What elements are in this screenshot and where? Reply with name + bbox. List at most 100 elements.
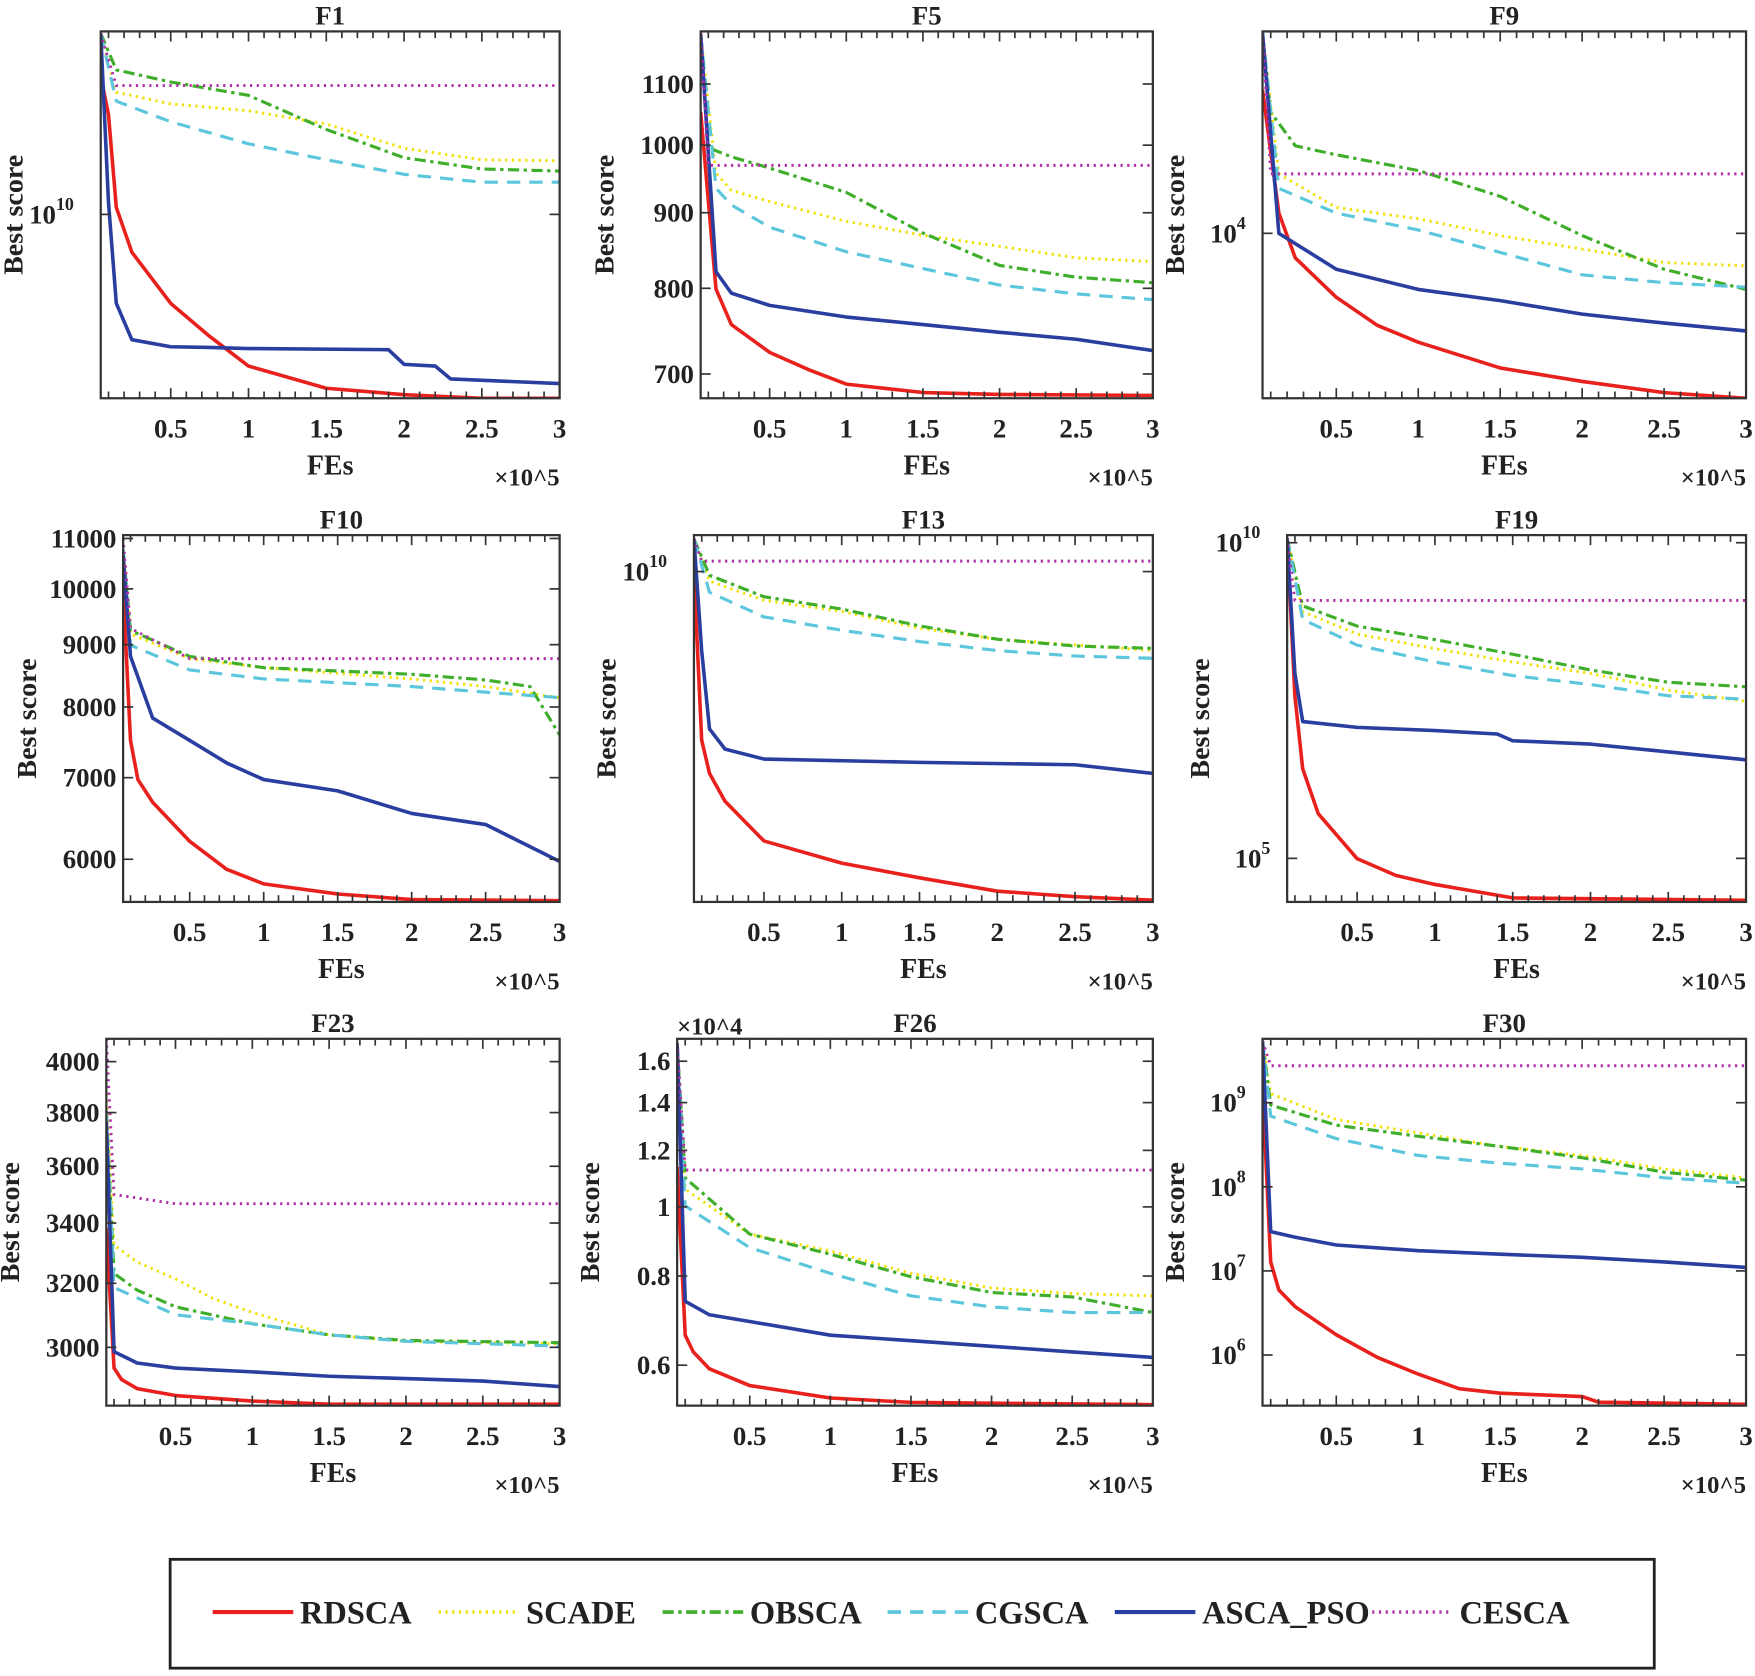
series-line-asca_pso <box>123 555 560 864</box>
series-line-cesca <box>693 538 1153 563</box>
series-line-asca_pso <box>100 33 560 386</box>
chart-title: F13 <box>902 504 945 534</box>
y-tick-base: 10 <box>1210 1256 1237 1286</box>
x-tick-label: 2 <box>993 413 1006 443</box>
y-tick-label: 1010 <box>1216 522 1261 557</box>
y-axis-label: Best score <box>0 1162 26 1282</box>
chart-title: F10 <box>320 504 363 534</box>
x-axis-label: FEs <box>1481 451 1528 482</box>
series-line-rdsca <box>693 572 1153 902</box>
series-line-cesca <box>1262 32 1747 176</box>
y-tick-label: 7000 <box>63 763 117 793</box>
y-tick-label: 104 <box>1210 213 1246 248</box>
series-line-asca_pso <box>1262 1040 1747 1270</box>
y-tick-exponent: 9 <box>1237 1082 1246 1102</box>
x-tick-label: 3 <box>553 917 566 947</box>
y-axis-label: Best score <box>1160 155 1191 275</box>
y-tick-exponent: 8 <box>1237 1166 1246 1186</box>
x-tick-label: 0.5 <box>1340 917 1374 947</box>
x-axis-label: FEs <box>903 451 950 482</box>
x-tick-label: 1.5 <box>1483 413 1517 443</box>
series-line-cgsca <box>700 33 1153 302</box>
plot-area <box>677 1038 1153 1406</box>
series-line-asca_pso <box>106 1121 560 1389</box>
legend-label: ASCA_PSO <box>1202 1595 1370 1631</box>
x-tick-label: 1 <box>242 413 255 443</box>
plot-area <box>1262 1038 1747 1406</box>
y-tick-exponent: 10 <box>649 551 667 571</box>
axes-frame <box>121 533 561 904</box>
x-tick-label: 0.5 <box>173 917 207 947</box>
y-tick-base: 10 <box>1210 1088 1237 1118</box>
y-axis-label: Best score <box>592 658 623 778</box>
y-tick-base: 10 <box>29 199 56 229</box>
x-tick-label: 0.5 <box>1320 1421 1354 1451</box>
x-tick-label: 2 <box>397 413 410 443</box>
legend-label: RDSCA <box>300 1595 412 1631</box>
axes-frame <box>692 533 1154 904</box>
legend-item-rdsca: RDSCA <box>212 1595 412 1631</box>
series-line-obsca <box>106 1110 560 1345</box>
x-tick-label: 0.5 <box>154 413 188 443</box>
chart-title: F26 <box>893 1008 936 1038</box>
series-line-rdsca <box>1287 538 1747 902</box>
series-line-obsca <box>123 549 560 736</box>
series-line-asca_pso <box>1287 538 1747 762</box>
x-tick-label: 3 <box>1739 917 1752 947</box>
axes-frame <box>1286 533 1748 904</box>
x-tick-label: 2.5 <box>1651 917 1685 947</box>
x-tick-label: 1.5 <box>894 1421 928 1451</box>
y-multiplier: ×10^4 <box>677 1013 742 1040</box>
x-multiplier: ×10^5 <box>494 968 559 995</box>
series-line-cgsca <box>106 1110 560 1348</box>
plot-area <box>1262 31 1747 399</box>
x-tick-label: 1.5 <box>1496 917 1530 947</box>
chart-f26: 0.5 1 1.5 2 2.5 3 0.6 0.8 1 1.2 1.4 1.6 F26 FEs Best s… <box>575 1008 1160 1499</box>
x-tick-label: 1 <box>1412 1421 1425 1451</box>
y-tick-label: 900 <box>654 198 694 228</box>
x-tick-label: 2 <box>985 1421 998 1451</box>
series-line-scade <box>700 33 1153 264</box>
y-tick-label: 107 <box>1210 1250 1246 1285</box>
y-tick-base: 10 <box>1235 843 1262 873</box>
y-tick-exponent: 4 <box>1237 213 1246 233</box>
x-tick-label: 2.5 <box>1647 413 1681 443</box>
x-tick-label: 3 <box>1146 1421 1159 1451</box>
x-tick-label: 1.5 <box>1483 1421 1517 1451</box>
x-tick-label: 0.5 <box>733 1421 767 1451</box>
x-multiplier: ×10^5 <box>1088 968 1153 995</box>
x-tick-label: 2 <box>405 917 418 947</box>
x-tick-label: 3 <box>1146 917 1159 947</box>
series-line-rdsca <box>677 1166 1153 1406</box>
series-line-cgsca <box>677 1043 1153 1315</box>
y-tick-label: 105 <box>1235 838 1271 873</box>
legend-item-asca_pso: ASCA_PSO <box>1114 1595 1370 1631</box>
series-line-cgsca <box>1262 32 1747 289</box>
series-line-obsca <box>1287 538 1747 689</box>
x-multiplier: ×10^5 <box>1681 968 1746 995</box>
y-tick-label: 3800 <box>46 1098 100 1128</box>
chart-f1: 0.5 1 1.5 2 2.5 3 1010 F1 FEs Best score ×10^5 <box>0 1 566 492</box>
chart-f5: 0.5 1 1.5 2 2.5 3 700 800 900 1000 1100 F5 FEs Best s… <box>589 1 1159 492</box>
x-tick-label: 0.5 <box>159 1421 193 1451</box>
plot-area <box>106 1038 560 1406</box>
plot-area <box>700 31 1153 399</box>
chart-f10: 0.5 1 1.5 2 2.5 3 6000 7000 8000 9000 10000 11000 F1… <box>12 504 566 995</box>
y-tick-base: 10 <box>1210 1172 1237 1202</box>
x-tick-label: 2 <box>1575 413 1588 443</box>
x-tick-label: 3 <box>1146 413 1159 443</box>
plot-area <box>100 31 560 399</box>
x-multiplier: ×10^5 <box>1088 1472 1153 1499</box>
y-tick-label: 1.4 <box>637 1088 671 1118</box>
series-line-asca_pso <box>700 33 1153 353</box>
series-line-cgsca <box>100 33 560 184</box>
legend-item-cgsca: CGSCA <box>887 1595 1089 1631</box>
plot-area <box>693 535 1153 902</box>
x-tick-label: 3 <box>1739 413 1752 443</box>
x-tick-label: 1 <box>257 917 270 947</box>
legend-label: CESCA <box>1460 1595 1571 1631</box>
series-line-cgsca <box>693 538 1153 660</box>
